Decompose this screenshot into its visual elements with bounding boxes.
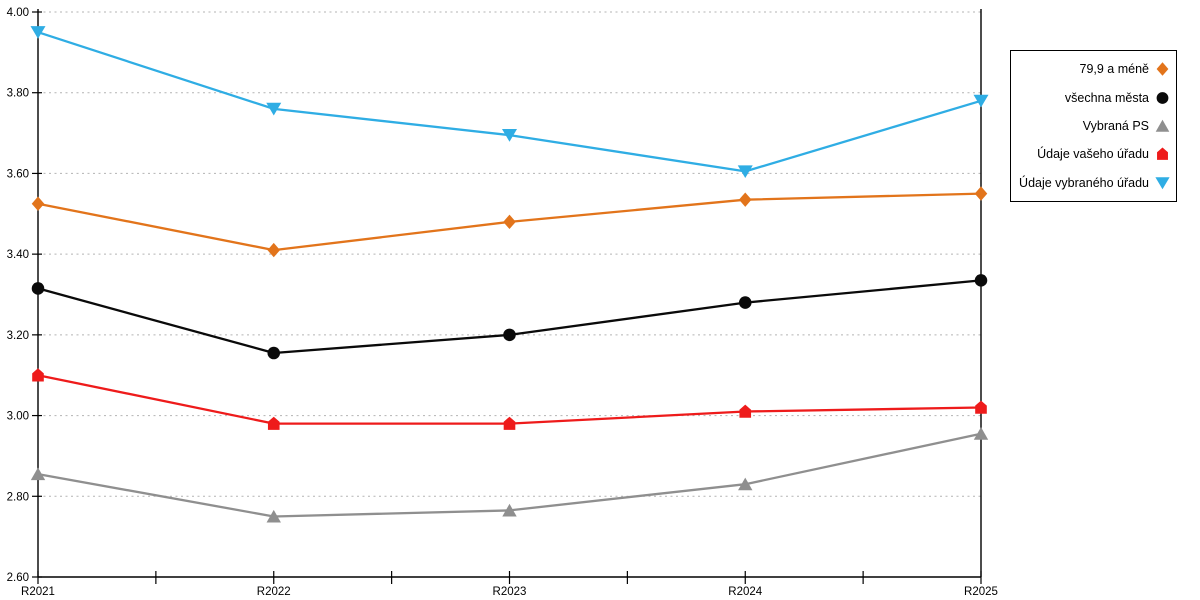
legend-item: Údaje vybraného úřadu [1015,175,1171,191]
data-point-marker [502,129,517,142]
series-line-3 [36,374,983,425]
data-point [502,129,517,142]
y-tick-label: 3.80 [7,88,29,100]
data-point [266,102,282,116]
data-point-marker [1155,119,1170,132]
data-point-marker [267,416,280,430]
data-point-marker [739,404,752,418]
legend-label: 79,9 a méně [1079,62,1150,77]
data-point [738,192,752,207]
data-point-marker [503,214,516,230]
data-point [974,186,988,201]
data-point-marker [738,477,753,491]
data-point-marker [1157,147,1168,161]
data-point-marker [503,416,516,430]
data-point-marker [267,242,281,258]
y-tick-label: 3.20 [7,330,29,342]
series-line-4 [36,31,983,173]
data-point-marker [31,196,45,211]
data-point-marker [30,26,46,39]
legend-marker-icon [1155,177,1170,189]
y-tick-label: 2.80 [7,491,29,503]
data-point [267,242,281,258]
x-tick-label: R2025 [964,586,998,598]
x-tick-label: R2021 [21,586,55,598]
data-point [502,503,517,517]
data-point-marker [1156,62,1169,76]
x-tick-label: R2023 [493,586,527,598]
y-tick-label: 4.00 [7,7,29,19]
data-point-marker [737,165,753,179]
legend-item: Vybraná PS [1015,118,1171,134]
data-point [503,328,516,342]
legend-marker-icon [1155,119,1170,132]
data-point-marker [974,274,988,287]
data-point [32,368,44,382]
data-point [738,477,753,491]
legend-marker-icon [1157,147,1168,161]
data-point-marker [32,368,44,382]
data-point [30,467,46,481]
x-tick-label: R2022 [257,586,291,598]
data-point-marker [502,503,517,517]
data-point [31,282,45,295]
data-point-marker [1155,177,1170,189]
data-point-marker [503,328,516,342]
data-point-marker [266,509,281,523]
legend-item: Údaje vašeho úřadu [1015,146,1171,162]
data-point-marker [975,400,987,414]
data-point-marker [973,94,989,108]
legend: 79,9 a méně všechna města Vybraná PS Údaje … [1010,50,1177,202]
data-point-marker [974,186,988,201]
data-point [267,416,280,430]
data-point [974,274,988,287]
data-point-marker [30,467,46,481]
legend-label: Údaje vybraného úřadu [1019,175,1149,190]
legend-label: všechna města [1064,90,1149,105]
data-point-marker [738,296,752,309]
data-point [737,165,753,179]
data-point-marker [266,102,282,116]
legend-label: Vybraná PS [1082,118,1149,133]
data-point-marker [267,346,281,360]
data-point [31,196,45,211]
data-point [503,214,516,230]
data-point [503,416,516,430]
data-point [973,94,989,108]
data-point [267,346,281,360]
y-tick-label: 2.60 [7,572,29,584]
series-line-1 [36,279,983,355]
data-point [738,296,752,309]
y-tick-label: 3.40 [7,249,29,261]
data-point [973,427,989,440]
y-tick-label: 3.60 [7,168,29,180]
data-point [30,26,46,39]
data-point-marker [738,192,752,207]
legend-label: Údaje vašeho úřadu [1037,147,1149,162]
data-point [266,509,281,523]
data-point [975,400,987,414]
data-point-marker [31,282,45,295]
data-point [739,404,752,418]
x-tick-label: R2024 [728,586,762,598]
data-point-marker [1156,91,1169,104]
legend-marker-icon [1156,62,1169,76]
legend-marker-icon [1156,91,1169,104]
legend-item: 79,9 a méně [1015,61,1171,77]
data-point-marker [973,427,989,440]
y-tick-label: 3.00 [7,411,29,423]
legend-item: všechna města [1015,90,1171,106]
